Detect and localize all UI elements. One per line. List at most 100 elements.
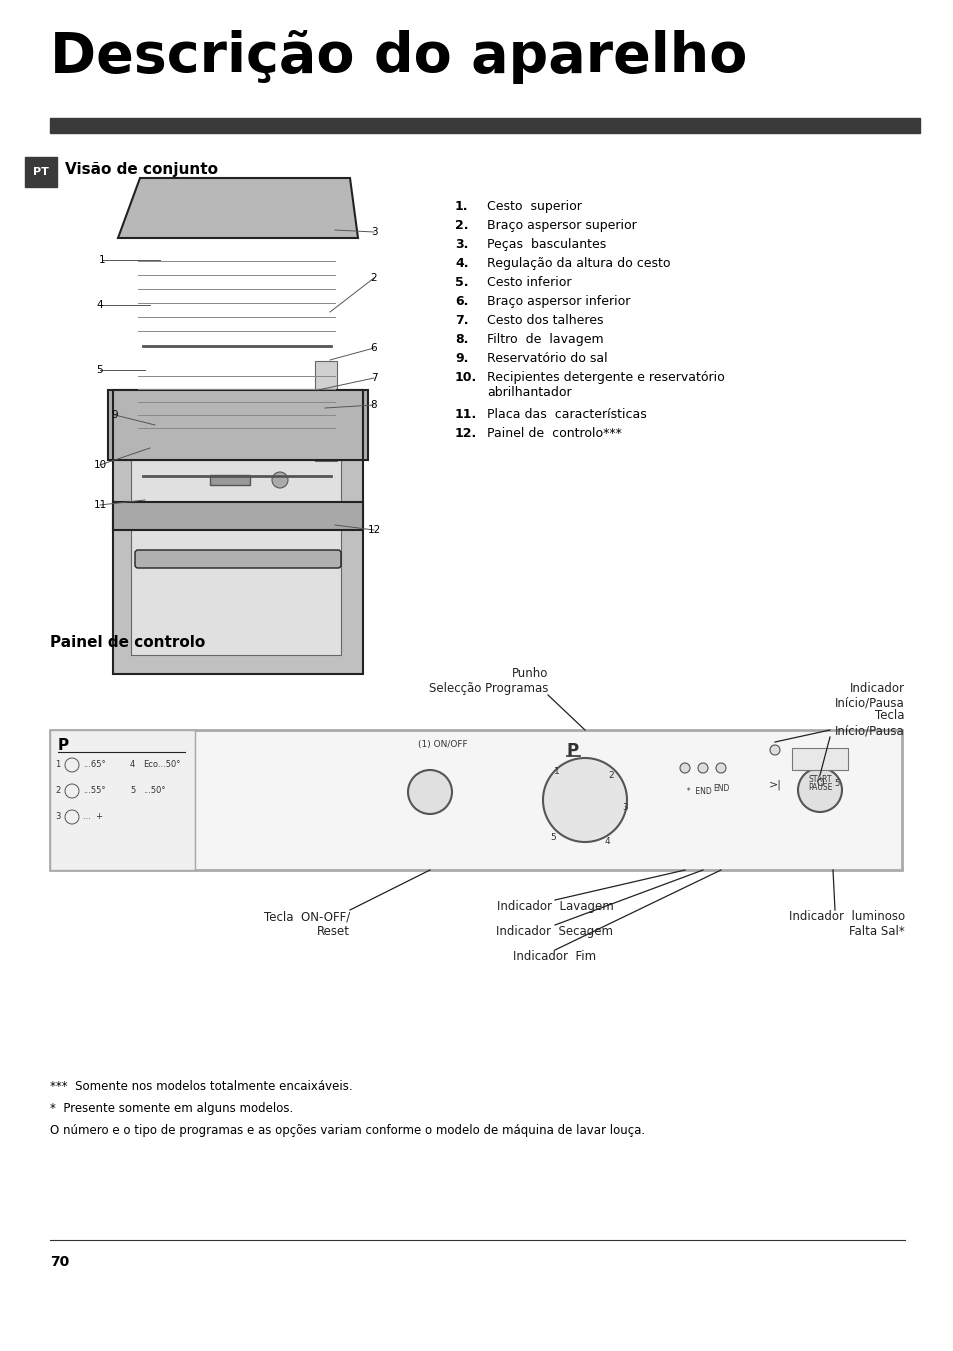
Bar (210, 476, 250, 485)
Text: 4: 4 (603, 838, 609, 847)
Text: Cesto inferior: Cesto inferior (486, 276, 571, 289)
Bar (50, 730, 194, 870)
Text: Recipientes detergente e reservatório
abrilhantador: Recipientes detergente e reservatório ab… (486, 372, 724, 399)
Bar (50, 730, 901, 870)
Text: 7.: 7. (455, 313, 468, 327)
Text: 4: 4 (96, 300, 103, 309)
Text: 5: 5 (130, 786, 135, 794)
Circle shape (716, 763, 725, 773)
Text: 2: 2 (371, 273, 377, 282)
Bar (25, 157, 57, 186)
FancyBboxPatch shape (135, 550, 340, 567)
Text: (1) ON/OFF: (1) ON/OFF (417, 740, 467, 748)
Text: Filtro  de  lavagem: Filtro de lavagem (486, 332, 603, 346)
Text: ...55°: ...55° (83, 786, 106, 794)
Text: 7: 7 (371, 373, 377, 382)
Text: 12: 12 (367, 526, 380, 535)
Text: 2.: 2. (455, 219, 468, 232)
Bar (131, 449, 340, 655)
Text: P: P (58, 738, 69, 753)
Text: 4.: 4. (455, 257, 468, 270)
Text: Indicador  luminoso
Falta Sal*: Indicador luminoso Falta Sal* (788, 911, 904, 938)
Text: 3: 3 (55, 812, 60, 821)
Text: Cesto  superior: Cesto superior (486, 200, 581, 213)
Text: 10.: 10. (455, 372, 476, 384)
Text: 1: 1 (554, 767, 559, 777)
Circle shape (698, 763, 707, 773)
Text: Reservatório do sal: Reservatório do sal (486, 353, 607, 365)
Text: P: P (566, 742, 578, 761)
Text: ...50°: ...50° (143, 786, 165, 794)
Text: 6.: 6. (455, 295, 468, 308)
Text: 8.: 8. (455, 332, 468, 346)
Text: END: END (712, 784, 729, 793)
Text: Descrição do aparelho: Descrição do aparelho (50, 30, 746, 84)
Text: PAUSE: PAUSE (807, 784, 831, 792)
Text: Indicador  Secagem: Indicador Secagem (496, 925, 613, 938)
Text: 1: 1 (98, 255, 105, 265)
Text: Cesto dos talheres: Cesto dos talheres (486, 313, 603, 327)
Text: 5: 5 (834, 778, 839, 788)
Text: Braço aspersor inferior: Braço aspersor inferior (486, 295, 630, 308)
Bar (50, 118, 919, 132)
Text: 3: 3 (621, 804, 627, 812)
Circle shape (542, 758, 626, 842)
Text: 4: 4 (130, 761, 135, 769)
Text: Indicador
Início/Pausa: Indicador Início/Pausa (835, 682, 904, 711)
Text: Braço aspersor superior: Braço aspersor superior (486, 219, 636, 232)
Text: ***  Somente nos modelos totalmente encaixáveis.: *** Somente nos modelos totalmente encai… (50, 1079, 353, 1093)
Text: START: START (807, 775, 831, 784)
Text: 5: 5 (550, 834, 556, 843)
Text: Painel de controlo: Painel de controlo (50, 635, 205, 650)
Text: 70: 70 (50, 1255, 70, 1269)
Bar (112, 503, 363, 530)
Text: Indicador  Lavagem: Indicador Lavagem (497, 900, 613, 913)
Polygon shape (118, 178, 357, 238)
Text: 2: 2 (608, 770, 613, 780)
Bar (112, 390, 363, 459)
Text: Regulação da altura do cesto: Regulação da altura do cesto (486, 257, 670, 270)
Circle shape (166, 420, 190, 444)
Text: *  END: * END (681, 788, 711, 796)
Text: Painel de  controlo***: Painel de controlo*** (486, 427, 621, 440)
Text: Tecla  ON-OFF/
Reset: Tecla ON-OFF/ Reset (263, 911, 350, 938)
Circle shape (408, 770, 452, 815)
Text: 11: 11 (93, 500, 107, 509)
Text: 3: 3 (371, 227, 377, 236)
Text: Visão de conjunto: Visão de conjunto (65, 162, 218, 177)
Text: 10: 10 (93, 459, 107, 470)
Text: PT: PT (33, 168, 49, 177)
Text: *  Presente somente em alguns modelos.: * Presente somente em alguns modelos. (50, 1102, 293, 1115)
Text: O: O (816, 778, 823, 788)
Bar (314, 361, 336, 461)
Text: 12.: 12. (455, 427, 476, 440)
Text: Placa das  características: Placa das características (486, 408, 646, 422)
Text: Eco...50°: Eco...50° (143, 761, 180, 769)
Circle shape (679, 763, 689, 773)
Text: Peças  basculantes: Peças basculantes (486, 238, 605, 251)
Text: 1: 1 (55, 761, 60, 769)
Text: 11.: 11. (455, 408, 476, 422)
Text: 3.: 3. (455, 238, 468, 251)
Bar (791, 748, 847, 770)
Bar (108, 390, 368, 459)
Circle shape (272, 471, 288, 488)
Text: 5.: 5. (455, 276, 468, 289)
Text: 1.: 1. (455, 200, 468, 213)
Circle shape (797, 767, 841, 812)
Text: O número e o tipo de programas e as opções variam conforme o modelo de máquina d: O número e o tipo de programas e as opçõ… (50, 1124, 644, 1138)
Text: Indicador  Fim: Indicador Fim (513, 950, 596, 963)
Text: ...  +: ... + (83, 812, 103, 821)
Text: 5: 5 (96, 365, 103, 376)
Text: Tecla
Início/Pausa: Tecla Início/Pausa (835, 709, 904, 738)
Text: 8: 8 (371, 400, 377, 409)
Text: 9: 9 (112, 409, 118, 420)
Text: 9.: 9. (455, 353, 468, 365)
Text: 6: 6 (371, 343, 377, 353)
Bar (112, 455, 363, 674)
Text: Punho
Selecção Programas: Punho Selecção Programas (428, 667, 547, 694)
Text: >|: >| (768, 780, 781, 790)
Text: ...65°: ...65° (83, 761, 106, 769)
Circle shape (769, 744, 780, 755)
Text: 2: 2 (55, 786, 60, 794)
